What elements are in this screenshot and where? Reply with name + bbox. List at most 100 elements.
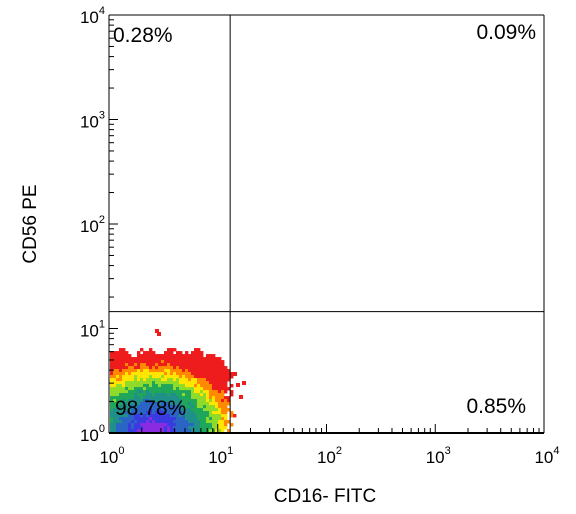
- density-cell: [203, 411, 207, 415]
- density-cell: [122, 366, 126, 370]
- density-cell: [167, 402, 171, 406]
- density-cell: [143, 375, 147, 379]
- density-cell: [170, 375, 174, 379]
- density-cell: [164, 423, 168, 427]
- density-cell: [185, 408, 189, 412]
- density-cell: [167, 399, 171, 403]
- quadrant-labels: 0.28% 0.09% 98.78% 0.85%: [113, 21, 536, 420]
- density-cell: [185, 396, 189, 400]
- density-cell: [221, 417, 225, 421]
- density-cell: [227, 402, 231, 406]
- density-cell: [212, 426, 216, 430]
- density-cell: [161, 363, 165, 367]
- density-cell: [149, 378, 153, 382]
- density-cell: [113, 360, 117, 364]
- density-cell: [152, 399, 156, 403]
- density-cell: [146, 375, 150, 379]
- density-cell: [131, 378, 135, 382]
- density-cell: [167, 351, 171, 355]
- density-cell: [128, 402, 132, 406]
- density-cell: [152, 387, 156, 391]
- density-cell: [149, 408, 153, 412]
- density-cell: [170, 354, 174, 358]
- density-cell: [116, 411, 120, 415]
- density-cell: [185, 378, 189, 382]
- density-cell: [149, 360, 153, 364]
- density-cell: [203, 393, 207, 397]
- density-cell: [143, 408, 147, 412]
- density-cell: [182, 369, 186, 373]
- density-cell: [113, 351, 117, 355]
- density-cell: [140, 423, 144, 427]
- density-cell: [194, 381, 198, 385]
- x-tick-label: 104: [534, 445, 559, 467]
- density-cell: [197, 384, 201, 388]
- density-cell: [224, 375, 228, 379]
- density-cell: [110, 420, 114, 424]
- density-cell: [113, 429, 117, 433]
- density-cell: [140, 396, 144, 400]
- density-cell: [185, 372, 189, 376]
- density-cell: [224, 378, 228, 382]
- density-cell: [155, 381, 159, 385]
- density-cell: [230, 411, 234, 415]
- density-cell: [146, 363, 150, 367]
- density-cell: [173, 420, 177, 424]
- density-cell: [137, 396, 141, 400]
- density-cell: [143, 366, 147, 370]
- density-cell: [131, 372, 135, 376]
- density-cell: [152, 375, 156, 379]
- density-cell: [218, 414, 222, 418]
- density-cell: [152, 360, 156, 364]
- density-cell: [131, 417, 135, 421]
- density-cell: [176, 411, 180, 415]
- density-cell: [173, 393, 177, 397]
- density-cell: [128, 405, 132, 409]
- density-cell: [155, 360, 159, 364]
- density-cell: [206, 381, 210, 385]
- density-cell: [113, 408, 117, 412]
- density-cell: [125, 366, 129, 370]
- density-cell: [122, 426, 126, 430]
- density-cell: [170, 348, 174, 352]
- outlier-event: [233, 372, 237, 376]
- density-cell: [170, 378, 174, 382]
- density-cell: [116, 420, 120, 424]
- density-cell: [215, 408, 219, 412]
- density-cell: [128, 417, 132, 421]
- density-cell: [125, 360, 129, 364]
- density-cell: [176, 366, 180, 370]
- density-cell: [134, 408, 138, 412]
- density-cell: [131, 423, 135, 427]
- density-cell: [143, 411, 147, 415]
- density-cell: [173, 363, 177, 367]
- density-cell: [176, 393, 180, 397]
- density-cell: [155, 384, 159, 388]
- density-cell: [140, 414, 144, 418]
- density-cell: [182, 429, 186, 433]
- density-cell: [125, 354, 129, 358]
- density-cell: [119, 354, 123, 358]
- density-cell: [203, 408, 207, 412]
- density-cell: [182, 411, 186, 415]
- density-cell: [194, 354, 198, 358]
- density-cell: [224, 420, 228, 424]
- density-cell: [209, 378, 213, 382]
- density-cell: [134, 375, 138, 379]
- density-cell: [113, 378, 117, 382]
- density-cell: [179, 366, 183, 370]
- density-cell: [179, 402, 183, 406]
- density-cell: [221, 405, 225, 409]
- density-cell: [149, 423, 153, 427]
- density-cell: [185, 387, 189, 391]
- density-cell: [179, 378, 183, 382]
- density-cell: [209, 408, 213, 412]
- density-cell: [149, 381, 153, 385]
- density-cell: [164, 360, 168, 364]
- density-cell: [161, 381, 165, 385]
- density-cell: [110, 354, 114, 358]
- density-cell: [137, 402, 141, 406]
- density-cell: [152, 354, 156, 358]
- density-cell: [137, 408, 141, 412]
- density-cell: [161, 390, 165, 394]
